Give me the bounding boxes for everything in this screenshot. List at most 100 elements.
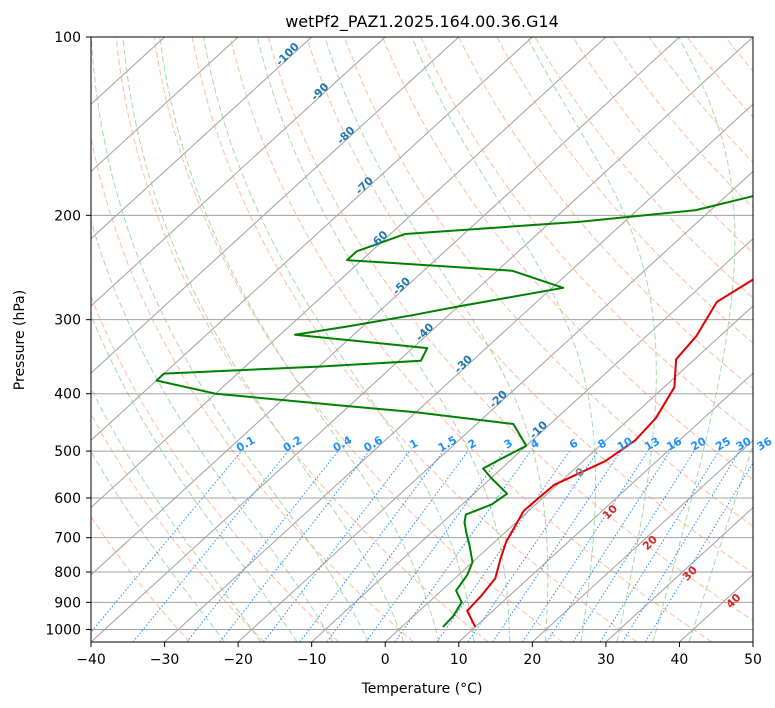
mixing-ratio-line (186, 450, 339, 642)
x-tick-label: −20 (223, 652, 253, 668)
y-tick-label: 500 (54, 444, 81, 460)
dry-adiabat-line (191, 37, 638, 642)
y-axis-label: Pressure (hPa) (12, 290, 28, 390)
mixing-ratio-line (436, 450, 570, 642)
mixing-ratio-line (492, 450, 622, 642)
isotherm-line (91, 37, 386, 307)
isotherm-line (237, 170, 753, 642)
mixing-ratio-line (219, 450, 370, 642)
mixing-ratio-line (546, 450, 671, 642)
dry-adiabat-line (229, 37, 713, 642)
mixing-ratio-line (91, 450, 242, 633)
warm-isotherm-label: 0 (573, 465, 588, 480)
moist-adiabat-line (652, 37, 736, 642)
isotherm-label: -90 (308, 80, 331, 103)
x-tick-label: −10 (297, 652, 327, 668)
isotherm-label: -50 (390, 274, 413, 297)
background-lines (91, 37, 775, 642)
dry-adiabat-line (115, 37, 489, 642)
mixing-ratio-line (644, 461, 753, 642)
x-tick-label: 50 (744, 652, 762, 668)
isotherm-line (605, 506, 753, 642)
x-axis-label: Temperature (°C) (361, 681, 483, 697)
y-tick-label: 700 (54, 531, 81, 547)
x-tick-label: −40 (76, 652, 106, 668)
y-tick-label: 600 (54, 491, 81, 507)
mixing-ratio-line (572, 450, 695, 642)
isotherm-label: -30 (452, 352, 475, 375)
isotherm-label: -70 (353, 174, 376, 197)
dry-adiabat-line (91, 515, 191, 642)
warm-isotherm-label: 30 (680, 563, 700, 583)
isotherm-line (91, 37, 533, 442)
dry-adiabat-line (91, 135, 414, 642)
moist-adiabat-line (688, 443, 753, 642)
isotherm-line (384, 305, 753, 642)
moist-adiabat-line (91, 218, 334, 642)
moist-adiabat-line (91, 37, 369, 642)
y-tick-label: 200 (54, 208, 81, 224)
mixing-ratio-label: 1 (407, 437, 420, 452)
mixing-ratio-label: 6 (567, 436, 580, 451)
dry-adiabat-line (648, 37, 753, 164)
x-tick-label: −30 (150, 652, 180, 668)
series-group (155, 195, 753, 628)
x-axis-ticks: −40 −30 −20 −10 0 10 20 30 40 50 (76, 642, 762, 668)
isotherm-line (91, 37, 313, 240)
dry-adiabat-line (534, 37, 753, 299)
mixing-ratio-line (522, 450, 649, 642)
x-tick-label: 20 (523, 652, 541, 668)
moist-adiabat-line (91, 387, 262, 642)
moist-adiabat-line (91, 313, 298, 642)
y-tick-label: 900 (54, 595, 81, 611)
mixing-ratio-line (299, 450, 444, 642)
isotherm-line (531, 439, 753, 642)
dry-adiabat-line (91, 412, 265, 642)
plot-frame (90, 36, 754, 643)
y-tick-label: 1000 (45, 622, 81, 638)
isotherm-line (458, 372, 753, 642)
dry-adiabat-line (763, 37, 775, 642)
y-tick-label: 100 (54, 30, 81, 46)
mixing-ratio-label: 4 (528, 436, 541, 451)
isotherm-line (311, 237, 753, 642)
moist-adiabat-line (122, 37, 405, 642)
isotherm-line (91, 37, 607, 509)
mixing-ratio-line (599, 450, 720, 642)
x-tick-label: 40 (671, 652, 689, 668)
mixing-ratio-line (467, 450, 599, 642)
dry-adiabat-line (91, 295, 340, 642)
isotherm-label: -100 (273, 40, 302, 69)
moist-adiabat-line (411, 37, 597, 642)
y-tick-label: 800 (54, 565, 81, 581)
moist-adiabat-line (256, 37, 511, 642)
mixing-ratio-line (365, 450, 505, 642)
moist-adiabat-line (324, 37, 549, 642)
dry-adiabat-line (572, 37, 753, 254)
dry-adiabat-line (153, 37, 563, 642)
mixing-ratio-line (263, 450, 410, 642)
mixing-ratio-line (394, 450, 532, 642)
temperature-line (466, 278, 753, 628)
dry-adiabat-line (305, 37, 753, 574)
dry-adiabat-line (458, 37, 753, 389)
mixing-ratio-line (132, 450, 289, 642)
x-tick-label: 10 (450, 652, 468, 668)
dry-adiabat-line (724, 37, 753, 72)
moist-adiabat-line (526, 37, 657, 642)
mixing-ratio-line (326, 450, 469, 642)
moist-adiabat-line (159, 37, 440, 642)
mixing-ratio-label: 8 (596, 437, 609, 452)
isotherm-label: -80 (334, 124, 357, 147)
y-tick-label: 300 (54, 313, 81, 329)
isotherm-line (91, 37, 239, 173)
dry-adiabat-line (496, 37, 753, 344)
warm-isotherm-label: 20 (640, 533, 660, 553)
dry-adiabat-line (344, 37, 753, 527)
mixing-ratio-label: 36 (754, 434, 774, 453)
moist-adiabat-line (91, 450, 226, 642)
dewpoint-line (155, 195, 753, 628)
chart-title: wetPf2_PAZ1.2025.164.00.36.G14 (285, 12, 559, 32)
dry-adiabat-line (267, 37, 753, 622)
